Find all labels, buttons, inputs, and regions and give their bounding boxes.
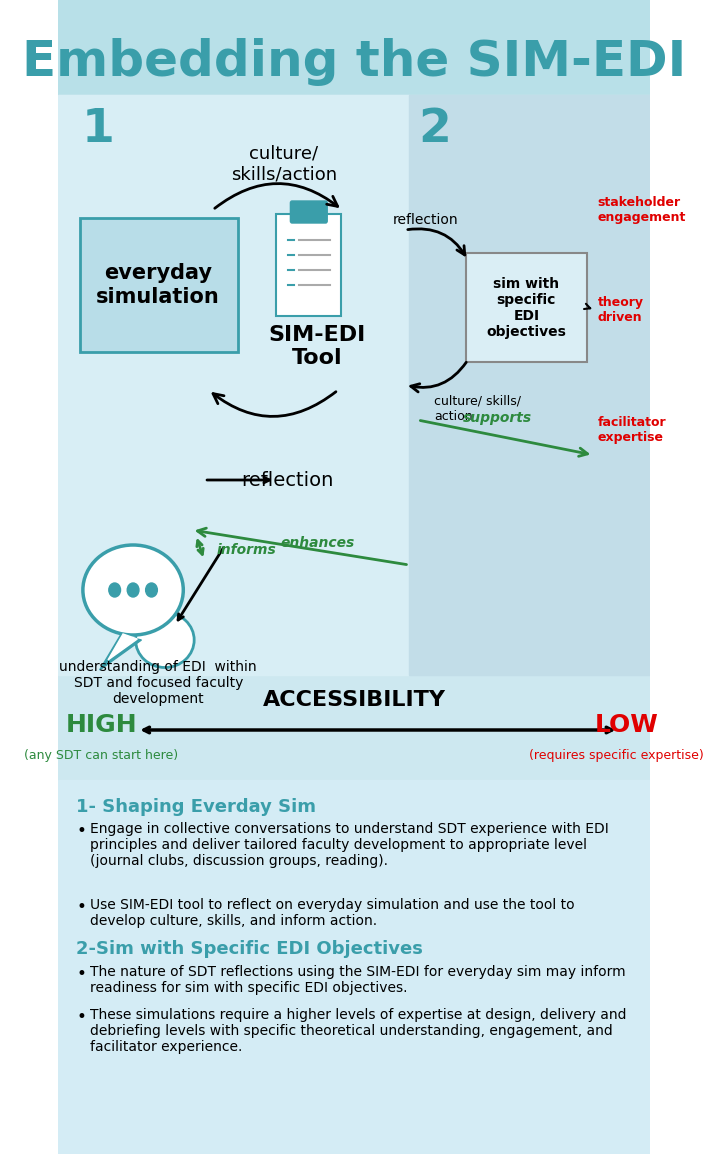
FancyArrowPatch shape <box>408 228 464 255</box>
Text: 1- Shaping Everday Sim: 1- Shaping Everday Sim <box>76 799 316 816</box>
Circle shape <box>146 583 157 597</box>
Text: informs: informs <box>217 544 277 557</box>
Bar <box>58 95 650 725</box>
Text: •: • <box>76 1007 86 1026</box>
FancyArrowPatch shape <box>215 183 338 208</box>
Text: understanding of EDI  within
SDT and focused faculty
development: understanding of EDI within SDT and focu… <box>59 660 257 706</box>
Text: •: • <box>76 965 86 983</box>
Text: SIM-EDI
Tool: SIM-EDI Tool <box>268 325 366 368</box>
Circle shape <box>109 583 120 597</box>
Text: •: • <box>76 898 86 916</box>
Ellipse shape <box>83 545 183 635</box>
Text: The nature of SDT reflections using the SIM-EDI for everyday sim may inform
read: The nature of SDT reflections using the … <box>90 965 625 995</box>
FancyBboxPatch shape <box>79 218 238 352</box>
Polygon shape <box>100 635 142 670</box>
Bar <box>58 780 650 1154</box>
Bar <box>58 675 650 780</box>
Polygon shape <box>108 634 137 660</box>
Text: ACCESSIBILITY: ACCESSIBILITY <box>263 690 445 710</box>
Text: Engage in collective conversations to understand SDT experience with EDI
princip: Engage in collective conversations to un… <box>90 822 608 869</box>
Text: These simulations require a higher levels of expertise at design, delivery and
d: These simulations require a higher level… <box>90 1007 626 1055</box>
Ellipse shape <box>136 613 194 667</box>
Bar <box>58 0 650 95</box>
Text: HIGH: HIGH <box>65 713 137 737</box>
Bar <box>58 95 409 675</box>
FancyArrowPatch shape <box>411 362 467 392</box>
Text: facilitator
expertise: facilitator expertise <box>598 415 666 444</box>
Text: culture/ skills/
action: culture/ skills/ action <box>434 395 521 424</box>
Text: reflection: reflection <box>241 471 334 489</box>
Text: sim with
specific
EDI
objectives: sim with specific EDI objectives <box>486 277 566 339</box>
Circle shape <box>127 583 139 597</box>
Text: •: • <box>76 822 86 840</box>
Text: 2-Sim with Specific EDI Objectives: 2-Sim with Specific EDI Objectives <box>76 941 423 958</box>
Text: everyday
simulation: everyday simulation <box>96 263 220 307</box>
Text: supports: supports <box>462 411 532 425</box>
Text: theory
driven: theory driven <box>598 295 644 324</box>
Text: (any SDT can start here): (any SDT can start here) <box>24 749 178 762</box>
Text: LOW: LOW <box>595 713 658 737</box>
Text: Use SIM-EDI tool to reflect on everyday simulation and use the tool to
develop c: Use SIM-EDI tool to reflect on everyday … <box>90 898 574 928</box>
Text: (requires specific expertise): (requires specific expertise) <box>530 749 704 762</box>
Bar <box>409 95 650 675</box>
FancyArrowPatch shape <box>421 420 588 456</box>
FancyArrowPatch shape <box>213 391 336 417</box>
Text: Embedding the SIM-EDI: Embedding the SIM-EDI <box>22 38 686 87</box>
FancyBboxPatch shape <box>276 213 341 316</box>
Text: reflection: reflection <box>393 213 459 227</box>
Text: 2: 2 <box>418 107 451 152</box>
Text: stakeholder
engagement: stakeholder engagement <box>598 196 686 224</box>
FancyBboxPatch shape <box>466 253 587 362</box>
Text: enhances: enhances <box>280 535 354 550</box>
Text: 1: 1 <box>81 107 115 152</box>
Text: culture/
skills/action: culture/ skills/action <box>231 145 337 183</box>
FancyArrowPatch shape <box>198 529 406 564</box>
FancyBboxPatch shape <box>290 201 327 223</box>
